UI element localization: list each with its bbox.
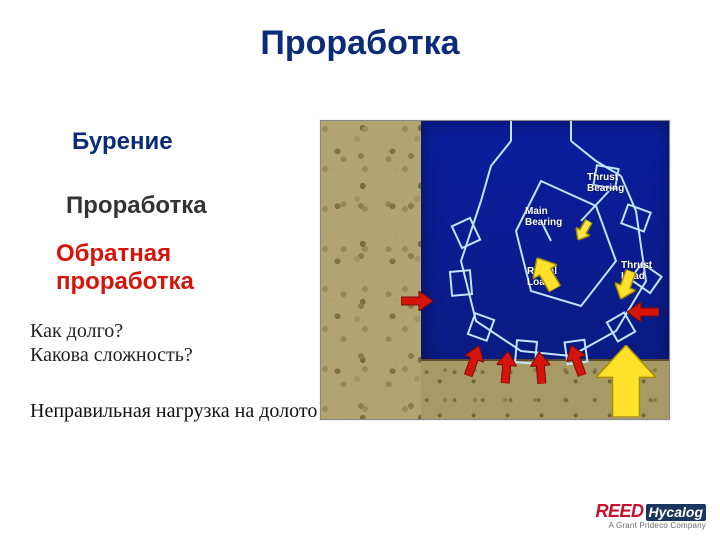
brand-logo: REEDHycalog A Grant Prideco Company — [596, 502, 706, 530]
label-reaming: Проработка — [66, 192, 207, 220]
bit-outline-svg — [421, 121, 670, 381]
label-back-reaming: Обратная проработка — [56, 240, 194, 296]
label-main-bearing: Main Bearing — [525, 207, 562, 228]
bit-diagram: Thrust Bearing Main Bearing Radial Load … — [320, 120, 670, 420]
arrow-yellow-big-up-icon — [596, 345, 656, 417]
logo-hycalog-text: Hycalog — [646, 504, 706, 521]
question-how-long: Как долго? — [30, 320, 123, 343]
arrow-red-icon — [495, 350, 523, 384]
logo-reed-text: REED — [596, 501, 644, 521]
arrow-red-icon — [401, 291, 433, 316]
caption-wrong-load: Неправильная нагрузка на долото — [30, 400, 317, 423]
title-text: Проработка — [260, 24, 459, 62]
page-title: Проработка — [0, 24, 720, 63]
label-thrust-bearing: Thrust Bearing — [587, 173, 624, 194]
logo-tagline: A Grant Prideco Company — [596, 522, 706, 530]
arrow-red-icon — [627, 297, 659, 322]
arrow-red-icon — [529, 350, 557, 384]
label-drilling: Бурение — [72, 128, 173, 156]
question-complexity: Какова сложность? — [30, 344, 193, 367]
